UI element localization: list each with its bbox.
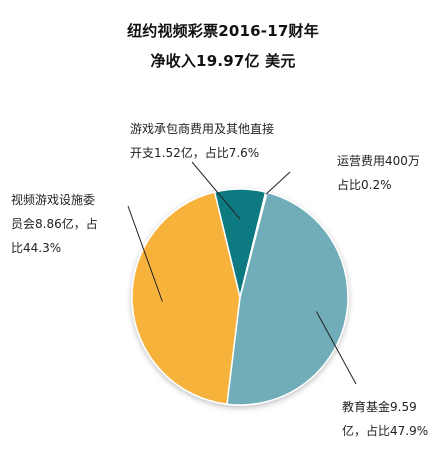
leader-line	[191, 161, 241, 220]
slice-label-education-fund: 教育基金9.59 亿，占比47.9%	[342, 395, 428, 443]
slice-label-line: 比44.3%	[11, 241, 62, 255]
slice-label-contractor-fees: 游戏承包商费用及其他直接 开支1.52亿，占比7.6%	[130, 117, 274, 165]
slice-label-gaming-commission: 视频游戏设施委 员会8.86亿，占 比44.3%	[11, 188, 98, 260]
slice-label-line: 视频游戏设施委	[11, 193, 96, 207]
slice-label-line: 开支1.52亿，占比7.6%	[130, 146, 260, 160]
slice-label-line: 游戏承包商费用及其他直接	[130, 122, 275, 136]
leader-line	[265, 171, 291, 195]
slice-label-line: 教育基金9.59	[342, 400, 417, 414]
chart-title-line-2: 净收入19.97亿 美元	[150, 52, 296, 70]
slice-label-line: 亿，占比47.9%	[342, 424, 429, 438]
pie-slice-education-fund	[226, 191, 349, 406]
slice-label-line: 运营费用400万	[337, 154, 420, 168]
slice-label-line: 员会8.86亿，占	[11, 217, 98, 231]
slice-label-operating-costs: 运营费用400万 占比0.2%	[337, 149, 420, 197]
pie-slice-gaming-commission	[131, 191, 241, 406]
leader-line	[315, 311, 357, 385]
pie-slice-operating-costs	[239, 191, 268, 298]
slice-label-line: 占比0.2%	[337, 178, 392, 192]
leader-line	[127, 205, 163, 302]
chart-title-line-1: 纽约视频彩票2016-17财年	[127, 22, 319, 40]
